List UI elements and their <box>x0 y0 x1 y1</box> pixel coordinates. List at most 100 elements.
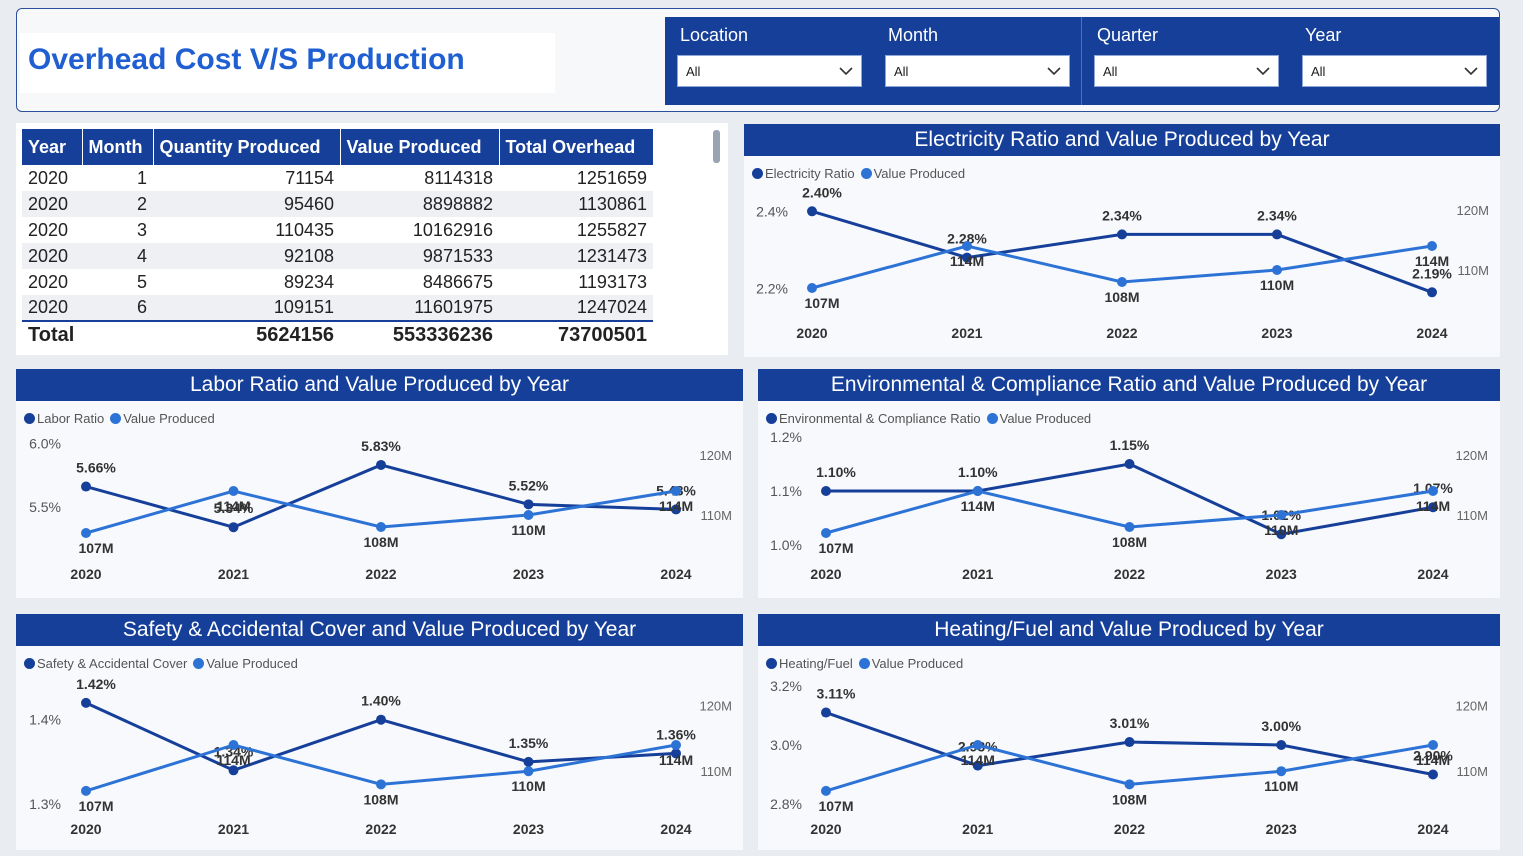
data-point[interactable] <box>376 459 386 470</box>
data-point[interactable] <box>228 522 239 533</box>
data-label: 107M <box>804 295 839 311</box>
data-point[interactable] <box>81 481 91 492</box>
data-point[interactable] <box>821 707 831 718</box>
legend-label: Value Produced <box>123 411 215 426</box>
table-cell: 2020 <box>28 271 69 292</box>
column-header-total-overhead[interactable]: Total Overhead <box>499 129 653 165</box>
legend-item[interactable]: Labor Ratio <box>24 411 104 426</box>
data-point[interactable] <box>1428 502 1438 513</box>
quarter-dropdown[interactable]: All <box>1094 55 1279 87</box>
table-cell: 89234 <box>283 271 334 292</box>
legend-dot-icon <box>766 658 777 669</box>
data-point[interactable] <box>1428 769 1438 780</box>
legend-item[interactable]: Electricity Ratio <box>752 166 855 181</box>
legend-item[interactable]: Value Produced <box>986 411 1091 426</box>
x-axis-tick-label: 2020 <box>70 566 101 582</box>
data-point[interactable] <box>1427 241 1437 251</box>
data-label: 110M <box>511 522 545 538</box>
legend-item[interactable]: Heating/Fuel <box>766 656 853 671</box>
data-label: 110M <box>511 778 545 794</box>
legend-item[interactable]: Value Produced <box>193 656 298 671</box>
data-point[interactable] <box>807 283 817 293</box>
month-dropdown[interactable]: All <box>885 55 1070 87</box>
column-header-value-produced[interactable]: Value Produced <box>340 129 500 165</box>
data-point[interactable] <box>1272 229 1282 240</box>
data-point[interactable] <box>1117 277 1127 287</box>
left-axis-tick-label: 1.0% <box>770 537 802 553</box>
data-point[interactable] <box>1276 766 1287 777</box>
data-point[interactable] <box>671 748 681 759</box>
data-point[interactable] <box>821 785 831 796</box>
data-label: 110M <box>1264 778 1298 794</box>
data-point[interactable] <box>1276 510 1287 520</box>
legend-dot-icon <box>110 413 122 424</box>
data-point[interactable] <box>671 504 681 515</box>
data-point[interactable] <box>81 785 91 796</box>
data-label: 107M <box>818 540 853 556</box>
table-row[interactable]: 2020 4 92108 9871533 1231473 <box>22 243 653 269</box>
data-point[interactable] <box>228 486 239 496</box>
data-point[interactable] <box>1124 522 1135 532</box>
column-header-month[interactable]: Month <box>82 129 154 165</box>
location-dropdown[interactable]: All <box>677 55 862 87</box>
table-row[interactable]: 2020 5 89234 8486675 1193173 <box>22 269 653 295</box>
table-row[interactable]: 2020 3 110435 10162916 1255827 <box>22 217 653 243</box>
x-axis-tick-label: 2021 <box>962 821 993 837</box>
column-header-year[interactable]: Year <box>22 129 83 165</box>
data-point[interactable] <box>376 779 386 790</box>
data-point[interactable] <box>1272 265 1282 275</box>
total-label: Total <box>22 320 82 349</box>
data-point[interactable] <box>228 765 239 776</box>
data-label: 114M <box>216 498 250 514</box>
data-point[interactable] <box>1124 779 1135 790</box>
data-point[interactable] <box>1427 287 1437 298</box>
data-point[interactable] <box>671 740 681 750</box>
data-label: 1.10% <box>958 464 998 480</box>
table-row[interactable]: 2020 1 71154 8114318 1251659 <box>22 165 653 191</box>
data-point[interactable] <box>807 206 817 217</box>
legend-item[interactable]: Value Produced <box>110 411 215 426</box>
data-point[interactable] <box>962 252 972 263</box>
data-point[interactable] <box>523 766 534 777</box>
data-point[interactable] <box>523 499 534 510</box>
line-chart: 1.2% 1.1% 1.0% 120M 110M 2020 2021 2022 2023 2024… <box>770 429 1488 582</box>
left-axis-tick-label: 3.2% <box>770 678 802 694</box>
data-point[interactable] <box>821 486 831 496</box>
data-point[interactable] <box>1276 740 1287 750</box>
legend-item[interactable]: Value Produced <box>860 166 965 181</box>
column-header-quantity-produced[interactable]: Quantity Produced <box>153 129 341 165</box>
data-point[interactable] <box>962 241 972 251</box>
data-point[interactable] <box>972 486 983 496</box>
table-row[interactable]: 2020 2 95460 8898882 1130861 <box>22 191 653 217</box>
right-axis-tick-label: 120M <box>1456 203 1489 218</box>
legend-item[interactable]: Environmental & Compliance Ratio <box>766 411 981 426</box>
data-point[interactable] <box>972 740 983 750</box>
data-point[interactable] <box>81 528 91 538</box>
data-point[interactable] <box>228 740 239 750</box>
year-dropdown[interactable]: All <box>1302 55 1487 87</box>
legend-item[interactable]: Safety & Accidental Cover <box>24 656 187 671</box>
data-label: 5.34% <box>214 500 254 516</box>
data-point[interactable] <box>376 522 386 532</box>
data-point[interactable] <box>523 510 534 520</box>
legend-item[interactable]: Value Produced <box>858 656 963 671</box>
data-point[interactable] <box>671 486 681 496</box>
data-point[interactable] <box>1276 529 1287 540</box>
chart-title: Electricity Ratio and Value Produced by … <box>744 124 1500 156</box>
table-row[interactable]: 2020 6 109151 11601975 1247024 <box>22 295 653 321</box>
table-cell: 1251659 <box>576 167 647 188</box>
data-point[interactable] <box>972 760 983 771</box>
data-point[interactable] <box>1124 737 1135 748</box>
table-scrollbar[interactable] <box>713 130 720 163</box>
quarter-value: All <box>1103 64 1118 79</box>
data-point[interactable] <box>1124 459 1135 469</box>
data-point[interactable] <box>1117 229 1127 240</box>
data-point[interactable] <box>81 697 91 708</box>
data-point[interactable] <box>523 756 534 767</box>
data-point[interactable] <box>1428 486 1438 496</box>
table-cell: 10162916 <box>412 219 493 240</box>
data-point[interactable] <box>1428 740 1438 750</box>
data-point[interactable] <box>821 528 831 538</box>
data-point[interactable] <box>376 714 386 725</box>
